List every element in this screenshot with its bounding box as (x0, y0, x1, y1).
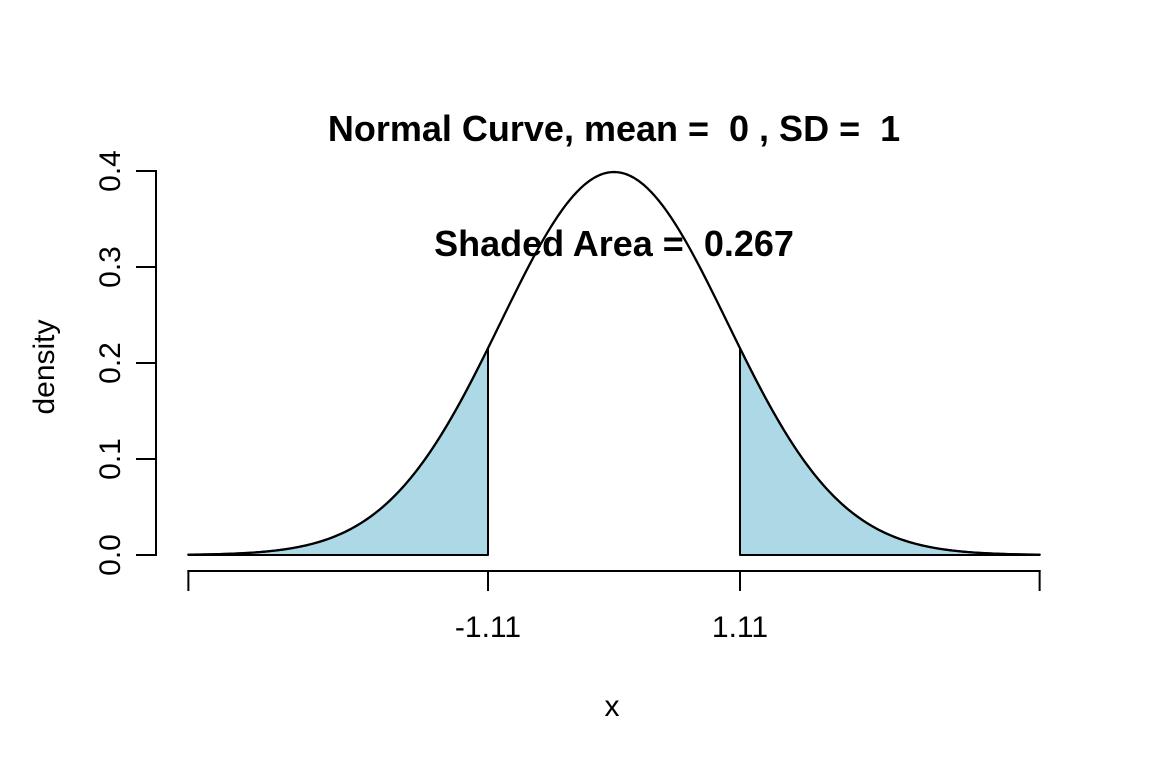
y-tick-label: 0.1 (94, 438, 127, 480)
density-curve (187, 170, 1041, 556)
x-tick-label: 1.11 (711, 611, 769, 644)
y-axis (136, 170, 157, 556)
left-tail-shade (187, 347, 490, 556)
right-tail-shade (738, 347, 1041, 556)
y-tick-label: 0.0 (94, 534, 127, 576)
y-tick-label: 0.3 (94, 246, 127, 288)
chart-title-line1: Normal Curve, mean = 0 , SD = 1 (327, 108, 901, 149)
x-axis-label: x (604, 690, 620, 723)
chart-title-line2: Shaded Area = 0.267 (434, 223, 794, 264)
y-tick-label: 0.2 (94, 342, 127, 384)
x-tick-label: -1.11 (454, 611, 522, 644)
y-tick-label: 0.4 (94, 150, 127, 192)
x-axis (187, 570, 1041, 591)
chart-title: Normal Curve, mean = 0 , SD = 1 Shaded A… (190, 39, 1038, 334)
y-axis-label: density (28, 319, 61, 415)
